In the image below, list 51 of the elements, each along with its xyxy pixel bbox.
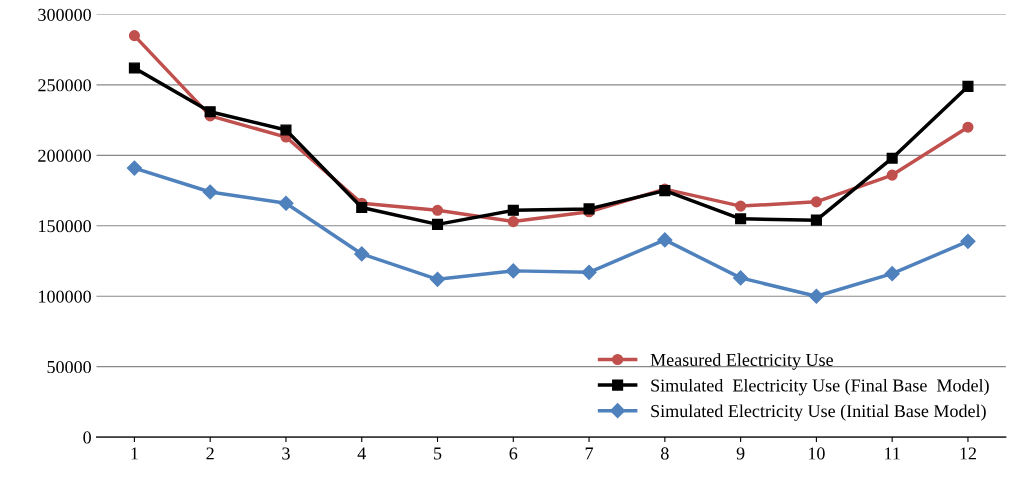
legend-label: Simulated Electricity Use (Initial Base Model) [651, 404, 986, 421]
point [128, 62, 140, 74]
y-tick-label: 0 [83, 431, 91, 444]
y-tick-label: 50000 [47, 360, 91, 374]
point [733, 270, 749, 286]
x-tick-label: 2 [206, 447, 214, 460]
point [735, 200, 747, 212]
point [810, 196, 822, 208]
y-tick-label: 250000 [38, 79, 91, 92]
x-tick-label: 7 [585, 447, 594, 460]
point [204, 106, 216, 118]
point [431, 218, 444, 230]
point [960, 233, 976, 249]
point [429, 271, 446, 287]
point [962, 121, 974, 133]
point [507, 204, 519, 216]
point [962, 80, 974, 92]
point [886, 152, 898, 164]
point [581, 264, 597, 280]
point [735, 213, 747, 225]
x-tick-label: 5 [434, 447, 442, 460]
x-tick-label: 3 [282, 447, 290, 460]
y-tick-label: 100000 [39, 290, 91, 303]
point [128, 30, 140, 42]
point [505, 263, 521, 279]
x-tick-label: 11 [885, 447, 900, 460]
x-tick-label: 9 [736, 447, 745, 460]
point [810, 214, 822, 226]
x-tick-label: 1 [131, 447, 138, 460]
point [886, 169, 898, 181]
legend-label: Measured Electricity Use [650, 353, 833, 370]
x-tick-label: 6 [509, 447, 518, 460]
point [431, 204, 444, 216]
point [884, 266, 900, 282]
legend-label: Simulated Electricity Use (Final Base Model) [651, 378, 989, 396]
y-tick-label: 200000 [38, 149, 91, 162]
point [507, 216, 519, 228]
point [354, 246, 370, 262]
point [280, 124, 292, 136]
point [657, 232, 673, 248]
point [356, 201, 368, 214]
x-tick-label: 8 [661, 447, 669, 460]
point [126, 160, 142, 176]
x-tick-label: 4 [357, 447, 366, 460]
point [808, 288, 824, 304]
y-tick-label: 300000 [38, 8, 91, 21]
x-tick-label: 12 [960, 447, 976, 460]
point [278, 195, 294, 211]
y-tick-label: 150000 [39, 220, 91, 233]
point [202, 184, 218, 200]
x-tick-label: 10 [808, 447, 825, 460]
